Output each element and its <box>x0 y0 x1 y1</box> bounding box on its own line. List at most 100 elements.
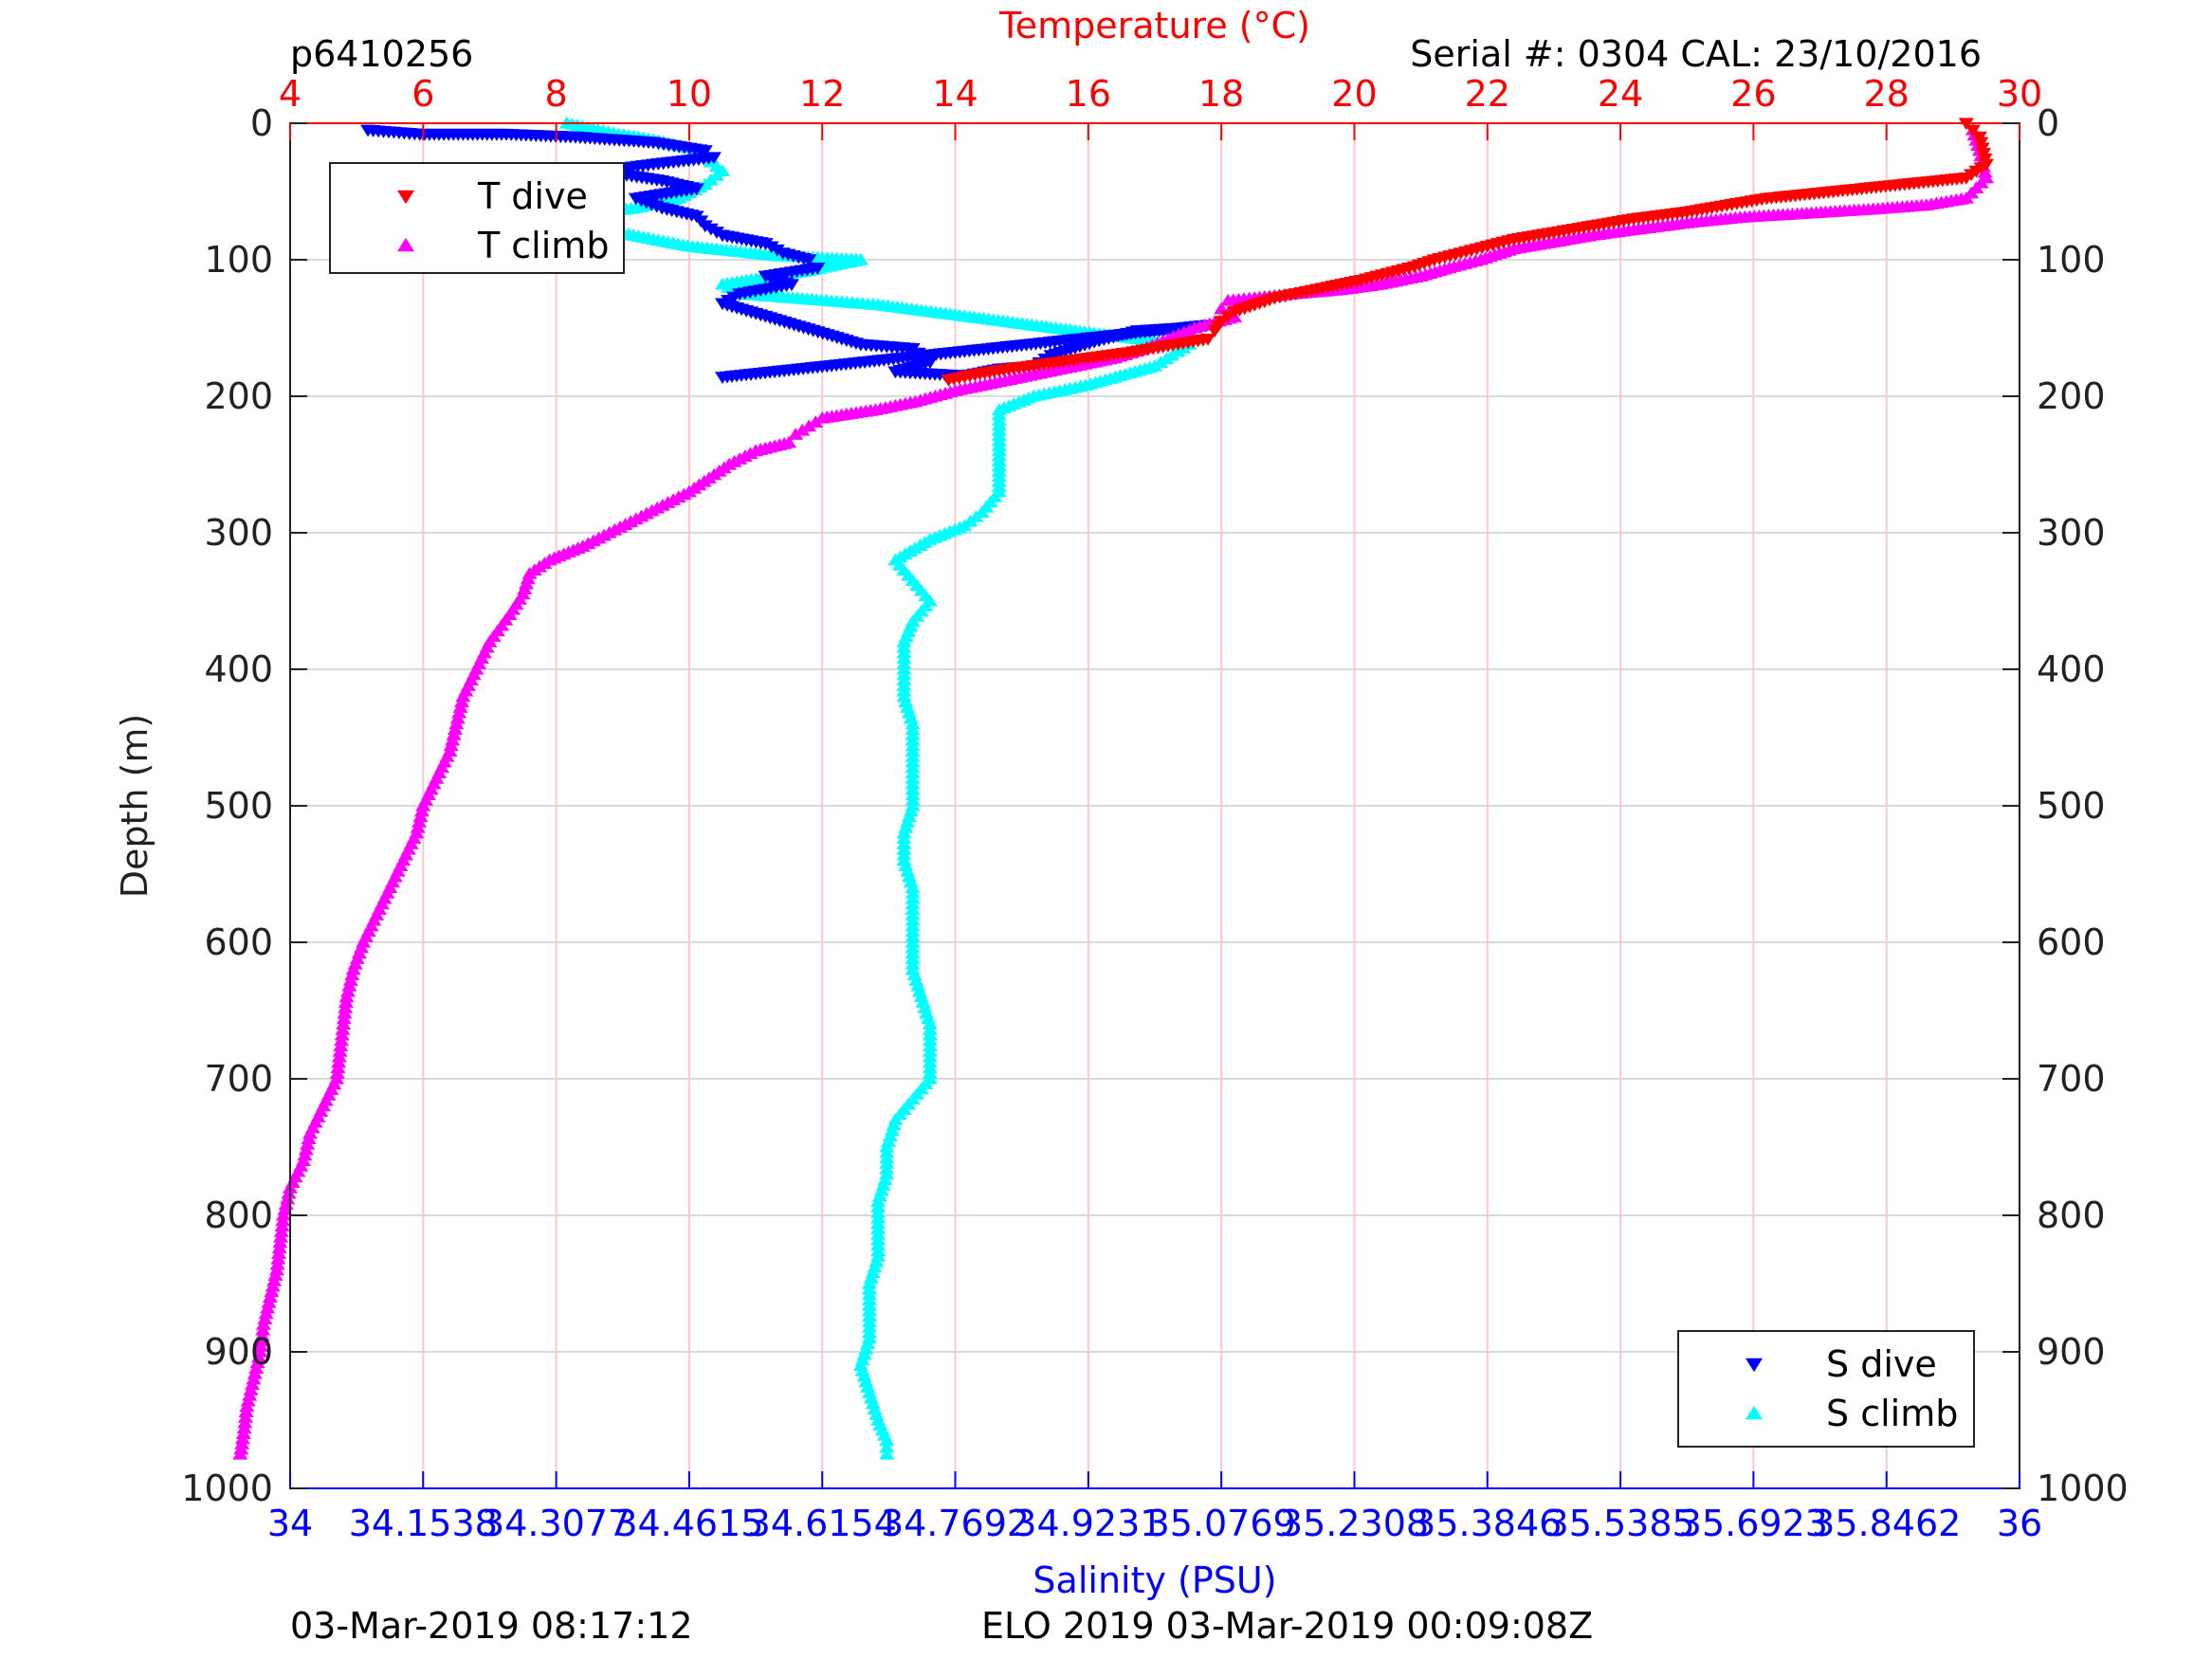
depth-tick-label-left: 300 <box>204 512 273 554</box>
depth-tick-label-right: 900 <box>2037 1331 2106 1373</box>
data-point <box>243 1383 259 1395</box>
temperature-tick-label: 30 <box>1997 73 2042 115</box>
temperature-tick-label: 22 <box>1465 73 1510 115</box>
data-point <box>341 978 357 992</box>
temperature-tick-label: 20 <box>1331 73 1377 115</box>
data-point <box>273 1230 289 1243</box>
footer-timestamp: 03-Mar-2019 08:17:12 <box>290 1605 693 1647</box>
data-point <box>242 1388 258 1401</box>
salinity-tick-label: 34.4615 <box>614 1503 763 1544</box>
data-point <box>338 990 355 1003</box>
data-point <box>455 689 471 702</box>
salinity-tick-label: 35.6923 <box>1679 1503 1828 1544</box>
data-point <box>1977 165 1993 178</box>
temperature-tick-label: 28 <box>1864 73 1910 115</box>
depth-tick-label-right: 100 <box>2037 239 2106 281</box>
data-point <box>336 1012 352 1025</box>
data-point <box>413 804 430 817</box>
profile-id-label: p6410256 <box>290 33 473 75</box>
data-point <box>253 1340 269 1352</box>
footer-mission-label: ELO 2019 03-Mar-2019 00:09:08Z <box>981 1605 1593 1647</box>
data-point <box>412 810 429 823</box>
data-point <box>233 1442 249 1455</box>
data-point <box>245 1377 261 1391</box>
data-point <box>446 727 462 740</box>
temperature-tick-label: 12 <box>799 73 845 115</box>
data-point <box>267 1268 283 1281</box>
depth-tick-label-left: 500 <box>204 785 273 827</box>
data-point <box>246 1372 262 1385</box>
axis-layer: 0 0 100 100 200 200 300 300 400 400 500 500 600 600 70… <box>181 73 2128 1544</box>
data-point <box>1220 294 1236 306</box>
depth-tick-label-left: 400 <box>204 648 273 690</box>
temperature-tick-label: 26 <box>1730 73 1776 115</box>
data-point <box>333 1039 349 1052</box>
data-point <box>257 1312 273 1325</box>
data-point <box>236 1421 252 1434</box>
data-layer <box>232 116 1994 1460</box>
data-point <box>247 1366 263 1379</box>
data-point <box>269 1257 285 1270</box>
temperature-tick-label: 16 <box>1066 73 1111 115</box>
salinity-axis-title: Salinity (PSU) <box>1033 1559 1276 1601</box>
data-point <box>266 1273 283 1286</box>
data-point <box>451 705 467 719</box>
legend-entry-label: S climb <box>1826 1393 1958 1434</box>
data-point <box>1207 325 1223 338</box>
salinity-tick-label: 34.3077 <box>482 1503 631 1544</box>
data-point <box>342 974 358 986</box>
data-point <box>271 1241 287 1254</box>
data-point <box>271 1247 287 1259</box>
data-point <box>264 1285 280 1298</box>
depth-tick-label-right: 700 <box>2037 1058 2106 1100</box>
depth-tick-label-left: 100 <box>204 239 273 281</box>
data-point <box>788 428 804 440</box>
data-point <box>234 1437 250 1449</box>
data-point <box>260 1301 276 1314</box>
data-point <box>254 1328 270 1341</box>
depth-tick-label-left: 1000 <box>181 1468 273 1509</box>
depth-axis-title: Depth (m) <box>114 714 155 899</box>
data-point <box>298 1142 314 1156</box>
data-point <box>415 798 431 811</box>
salinity-tick-label: 34.6154 <box>748 1503 897 1544</box>
legend-marker <box>1746 1405 1763 1420</box>
data-point <box>715 372 730 385</box>
data-point <box>239 1399 255 1413</box>
data-point <box>453 695 469 708</box>
legend-marker <box>1746 1358 1763 1373</box>
depth-tick-label-left: 800 <box>204 1194 273 1236</box>
depth-tick-label-right: 800 <box>2037 1194 2106 1236</box>
data-point <box>261 1295 277 1308</box>
data-point <box>252 1344 268 1358</box>
data-point <box>335 1022 351 1035</box>
data-point <box>251 1350 267 1363</box>
data-point <box>340 984 356 997</box>
data-point <box>338 1000 354 1013</box>
data-point <box>331 1055 347 1068</box>
depth-tick-label-left: 200 <box>204 375 273 417</box>
data-point <box>1965 124 1981 137</box>
temperature-tick-label: 14 <box>932 73 978 115</box>
data-point <box>443 738 459 752</box>
salinity-tick-label: 34 <box>267 1503 313 1544</box>
series-s-dive <box>360 124 1215 385</box>
data-point <box>302 1126 319 1139</box>
data-point <box>300 1137 316 1150</box>
data-point <box>941 374 957 387</box>
salinity-tick-label: 35.2308 <box>1280 1503 1429 1544</box>
data-point <box>411 815 428 828</box>
depth-tick-label-left: 600 <box>204 921 273 963</box>
data-point <box>237 1410 253 1423</box>
data-point <box>237 1415 253 1429</box>
depth-tick-label-left: 900 <box>204 1331 273 1373</box>
data-point <box>447 722 463 735</box>
salinity-tick-label: 34.9231 <box>1014 1503 1162 1544</box>
data-point <box>253 1334 269 1347</box>
data-point <box>248 1361 265 1374</box>
data-point <box>270 1251 286 1265</box>
depth-tick-label-left: 700 <box>204 1058 273 1100</box>
salinity-tick-label: 34.7692 <box>881 1503 1030 1544</box>
salinity-tick-label: 36 <box>1997 1503 2042 1544</box>
